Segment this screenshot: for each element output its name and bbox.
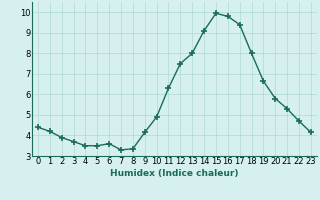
X-axis label: Humidex (Indice chaleur): Humidex (Indice chaleur) [110, 169, 239, 178]
